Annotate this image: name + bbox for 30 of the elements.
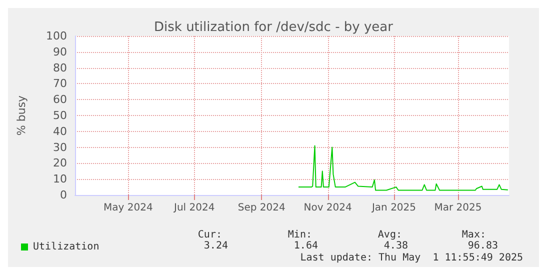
y-tick-label: 80: [53, 61, 67, 74]
text: 3.24: [204, 240, 228, 252]
x-tick-label: Jan 2025: [370, 202, 416, 214]
text: Last update: Thu May 1 11:55:49 2025: [300, 252, 524, 264]
y-tick-label: 10: [53, 172, 67, 186]
x-tick-label: Sep 2024: [238, 202, 286, 214]
x-tick-label: Mar 2025: [434, 202, 482, 214]
x-tick-label: Nov 2024: [304, 202, 352, 214]
y-tick-label: 60: [53, 93, 67, 106]
text: Min:: [288, 230, 312, 240]
line-series: [298, 145, 508, 191]
legend-label: Utilization: [33, 242, 100, 252]
x-tick-label: May 2024: [104, 202, 153, 214]
text: 1.64: [294, 240, 318, 252]
y-tick-label: 20: [53, 156, 67, 170]
y-tick-label: 30: [53, 140, 67, 154]
text: Avg:: [378, 230, 402, 240]
text: 4.38: [384, 240, 408, 252]
y-tick-label: 90: [53, 45, 67, 58]
text: 96.83: [468, 240, 498, 252]
y-tick-label: 40: [53, 124, 67, 138]
y-tick-label: 0: [60, 188, 67, 202]
y-tick-label: 100: [46, 30, 67, 42]
y-axis-title: % busy: [15, 94, 28, 136]
y-tick-label: 70: [53, 77, 67, 90]
text: Max:: [462, 230, 486, 240]
x-tick-label: Jul 2024: [173, 202, 215, 214]
y-tick-label: 50: [53, 109, 67, 122]
text: Cur:: [198, 230, 222, 240]
chart-title: Disk utilization for /dev/sdc - by year: [154, 20, 394, 35]
